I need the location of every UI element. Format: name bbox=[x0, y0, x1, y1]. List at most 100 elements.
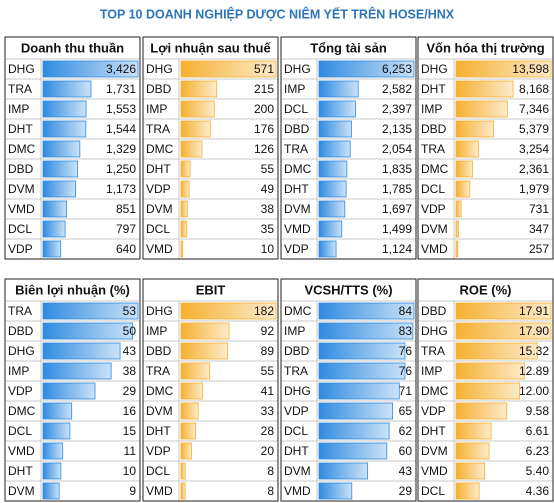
value-label: 257 bbox=[529, 242, 549, 256]
ticker: DHT bbox=[8, 464, 33, 478]
value-label: 17.90 bbox=[519, 324, 549, 338]
ticker: VDP bbox=[8, 384, 33, 398]
value-label: 10 bbox=[261, 242, 275, 256]
ticker: DVM bbox=[8, 484, 35, 498]
value-label: 1,173 bbox=[106, 182, 136, 196]
data-bar bbox=[455, 220, 459, 238]
data-bar bbox=[318, 342, 406, 360]
value-label: 5.40 bbox=[526, 464, 550, 478]
ticker: DHG bbox=[8, 62, 35, 76]
ticker: DMC bbox=[421, 384, 449, 398]
value-label: 182 bbox=[254, 304, 274, 318]
data-bar bbox=[42, 322, 134, 340]
value-label: 3,254 bbox=[519, 142, 549, 156]
value-label: 8 bbox=[267, 484, 274, 498]
ticker: TRA bbox=[146, 364, 170, 378]
data-bar bbox=[318, 482, 353, 500]
value-label: 1,329 bbox=[106, 142, 136, 156]
ticker: VDP bbox=[421, 404, 446, 418]
value-label: 55 bbox=[261, 364, 275, 378]
value-label: 851 bbox=[116, 202, 136, 216]
data-bar bbox=[180, 462, 186, 480]
value-label: 5,379 bbox=[519, 122, 549, 136]
value-label: 62 bbox=[399, 424, 413, 438]
panel-title: Biên lợi nhuận (%) bbox=[15, 282, 130, 297]
ticker: IMP bbox=[284, 82, 305, 96]
value-label: 16 bbox=[123, 404, 137, 418]
data-bar bbox=[42, 100, 87, 118]
ticker: VMD bbox=[421, 242, 448, 256]
data-bar bbox=[180, 402, 199, 420]
panel-title: EBIT bbox=[196, 282, 226, 297]
data-bar bbox=[180, 482, 186, 500]
ticker: DVM bbox=[284, 202, 311, 216]
value-label: 49 bbox=[261, 182, 275, 196]
ticker: DVM bbox=[146, 404, 173, 418]
data-bar bbox=[455, 342, 538, 360]
panel-border bbox=[4, 36, 141, 260]
data-bar bbox=[455, 140, 480, 158]
data-bar bbox=[318, 220, 343, 238]
data-bar bbox=[318, 442, 388, 460]
ticker: DCL bbox=[146, 222, 170, 236]
ticker: DMC bbox=[8, 142, 36, 156]
data-bar bbox=[42, 220, 66, 238]
panel-border bbox=[417, 278, 554, 502]
data-bar bbox=[42, 362, 112, 380]
data-bar bbox=[42, 382, 96, 400]
data-bar bbox=[455, 442, 490, 460]
data-bar bbox=[318, 100, 356, 118]
data-bar bbox=[180, 442, 192, 460]
value-label: 1,979 bbox=[519, 182, 549, 196]
ticker: IMP bbox=[421, 102, 442, 116]
value-label: 6.23 bbox=[526, 444, 550, 458]
value-label: 10 bbox=[123, 464, 137, 478]
data-bar bbox=[42, 402, 73, 420]
data-bar bbox=[455, 180, 471, 198]
ticker: DBD bbox=[284, 122, 310, 136]
ticker: DHT bbox=[146, 162, 171, 176]
data-bar bbox=[455, 362, 525, 380]
value-label: 83 bbox=[399, 324, 413, 338]
data-bar bbox=[42, 180, 76, 198]
data-bar bbox=[42, 200, 67, 218]
ticker: DMC bbox=[284, 304, 312, 318]
ticker: DVM bbox=[421, 444, 448, 458]
data-bar bbox=[455, 160, 473, 178]
page-title: TOP 10 DOANH NGHIỆP DƯỢC NIÊM YẾT TRÊN H… bbox=[100, 6, 455, 21]
value-label: 13,598 bbox=[512, 62, 549, 76]
value-label: 1,835 bbox=[382, 162, 412, 176]
value-label: 571 bbox=[254, 62, 274, 76]
ticker: VDP bbox=[284, 242, 309, 256]
data-bar bbox=[318, 302, 415, 320]
data-bar bbox=[180, 160, 191, 178]
data-bar bbox=[318, 180, 347, 198]
data-bar bbox=[42, 140, 81, 158]
value-label: 6,253 bbox=[382, 62, 412, 76]
ticker: VMD bbox=[146, 484, 173, 498]
value-label: 1,553 bbox=[106, 102, 136, 116]
value-label: 53 bbox=[123, 304, 137, 318]
data-bar bbox=[180, 80, 218, 98]
value-label: 35 bbox=[261, 222, 275, 236]
data-bar bbox=[42, 342, 121, 360]
value-label: 8 bbox=[267, 464, 274, 478]
data-bar bbox=[42, 240, 62, 258]
ticker: DBD bbox=[8, 162, 34, 176]
data-bar bbox=[42, 422, 71, 440]
data-bar bbox=[455, 302, 552, 320]
value-label: 2,135 bbox=[382, 122, 412, 136]
value-label: 29 bbox=[123, 384, 137, 398]
data-bar bbox=[180, 180, 190, 198]
value-label: 3,426 bbox=[106, 62, 136, 76]
value-label: 2,397 bbox=[382, 102, 412, 116]
ticker: TRA bbox=[284, 142, 308, 156]
value-label: 731 bbox=[529, 202, 549, 216]
ticker: DCL bbox=[8, 424, 32, 438]
value-label: 1,250 bbox=[106, 162, 136, 176]
value-label: 38 bbox=[123, 364, 137, 378]
ticker: VMD bbox=[146, 242, 173, 256]
data-bar bbox=[42, 302, 139, 320]
data-bar bbox=[180, 302, 277, 320]
ticker: DMC bbox=[284, 162, 312, 176]
